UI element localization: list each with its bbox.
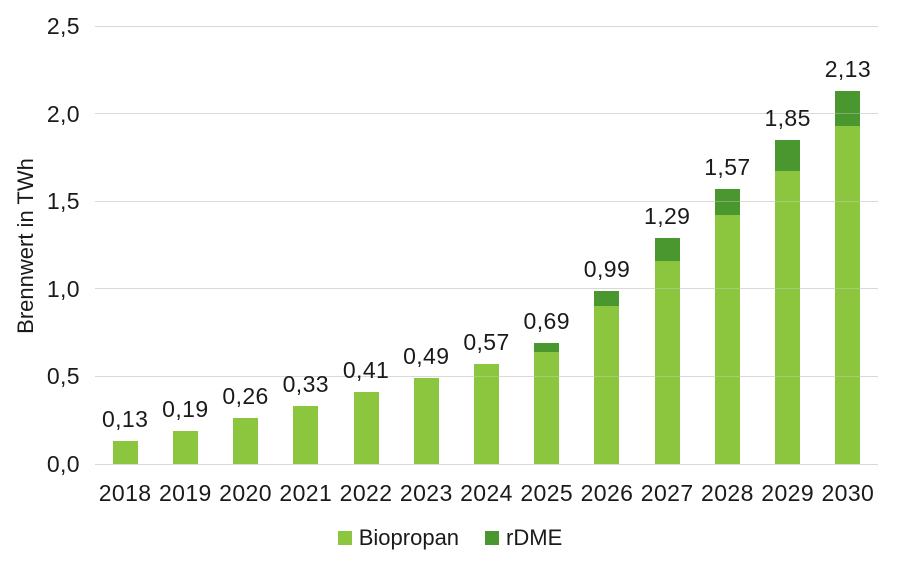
legend-label-rdme: rDME [506, 525, 563, 550]
y-tick-label-2,0: 2,0 [46, 100, 80, 127]
y-axis-title: Brennwert in TWh [13, 158, 38, 334]
legend-swatch-biopropan [337, 531, 352, 545]
value-label-2020: 0,26 [222, 383, 269, 410]
gridline-1,0 [95, 288, 878, 290]
value-label-2019: 0,19 [162, 395, 209, 422]
bar-segment-biopropan-2019 [172, 430, 198, 464]
bar-segment-biopropan-2022 [353, 392, 379, 464]
value-label-2024: 0,57 [463, 329, 510, 356]
gridline-overlay-2,5 [95, 25, 878, 27]
legend-label-biopropan: Biopropan [358, 525, 460, 550]
bar-segment-rdme-2025 [534, 343, 560, 352]
x-tick-label-2029: 2029 [761, 480, 815, 506]
gridline-overlay-0,5 [95, 375, 878, 377]
gridline-2,5 [95, 25, 878, 27]
bar-segment-rdme-2029 [775, 139, 801, 172]
plot-area: 0,13 0,19 0,26 0,33 0,41 0,49 0,57 0,69 0,99 1,29… [95, 25, 878, 465]
x-tick-label-2030: 2030 [821, 480, 875, 506]
legend: Biopropan rDME [0, 527, 900, 549]
gridline-overlay-2,0 [95, 113, 878, 115]
gridline-overlay-1,5 [95, 200, 878, 202]
value-label-2028: 1,57 [704, 153, 751, 180]
bar-segment-biopropan-2024 [474, 364, 499, 464]
x-tick-label-2028: 2028 [701, 480, 754, 506]
x-tick-label-2021: 2021 [279, 480, 333, 506]
bar-segment-biopropan-2018 [112, 441, 138, 464]
x-tick-label-2020: 2020 [219, 480, 272, 506]
y-tick-label-1,5: 1,5 [46, 188, 80, 215]
bar-segment-biopropan-2030 [835, 125, 861, 464]
bar-segment-biopropan-2028 [714, 215, 740, 464]
bar-segment-biopropan-2029 [775, 171, 801, 464]
value-label-2027: 1,29 [644, 203, 691, 229]
y-tick-label-0,0: 0,0 [46, 451, 80, 477]
value-label-2022: 0,41 [342, 357, 390, 384]
value-label-2018: 0,13 [101, 406, 149, 433]
y-tick-label-0,5: 0,5 [46, 363, 80, 390]
gridline-overlay-1,0 [95, 288, 878, 290]
y-tick-label-1,0: 1,0 [46, 275, 80, 302]
value-label-2026: 0,99 [583, 255, 631, 282]
x-tick-label-2018: 2018 [98, 480, 152, 506]
bar-segment-biopropan-2025 [534, 351, 560, 464]
x-tick-label-2024: 2024 [460, 480, 513, 506]
bar-segment-biopropan-2021 [293, 406, 319, 464]
legend-swatch-rdme [485, 531, 500, 545]
y-tick-label-2,5: 2,5 [46, 13, 80, 39]
bar-segment-rdme-2026 [594, 290, 620, 307]
bar-segment-biopropan-2027 [654, 260, 680, 464]
value-label-2030: 2,13 [824, 55, 872, 82]
x-tick-label-2022: 2022 [339, 480, 393, 506]
gridline-2,0 [95, 113, 878, 115]
x-tick-label-2026: 2026 [580, 480, 634, 506]
gridline-0,0 [95, 463, 878, 465]
bar-segment-biopropan-2023 [413, 378, 439, 464]
gridline-1,5 [95, 200, 878, 202]
bar-segment-rdme-2030 [835, 90, 861, 126]
legend-item-biopropan: Biopropan [337, 525, 460, 550]
value-label-2023: 0,49 [403, 343, 450, 370]
legend-item-rdme: rDME [485, 527, 562, 549]
value-label-2021: 0,33 [282, 371, 329, 398]
bar-segment-rdme-2027 [654, 238, 680, 261]
value-label-2029: 1,85 [764, 104, 811, 131]
value-label-2025: 0,69 [523, 308, 570, 335]
gridline-overlay-0,0 [95, 463, 878, 465]
bar-segment-biopropan-2020 [233, 418, 259, 464]
bar-segment-biopropan-2026 [594, 306, 620, 464]
x-tick-label-2023: 2023 [399, 480, 453, 506]
bar-segment-rdme-2028 [714, 188, 740, 216]
x-tick-label-2025: 2025 [520, 480, 574, 506]
x-tick-label-2027: 2027 [640, 480, 694, 506]
x-tick-label-2019: 2019 [158, 480, 212, 506]
